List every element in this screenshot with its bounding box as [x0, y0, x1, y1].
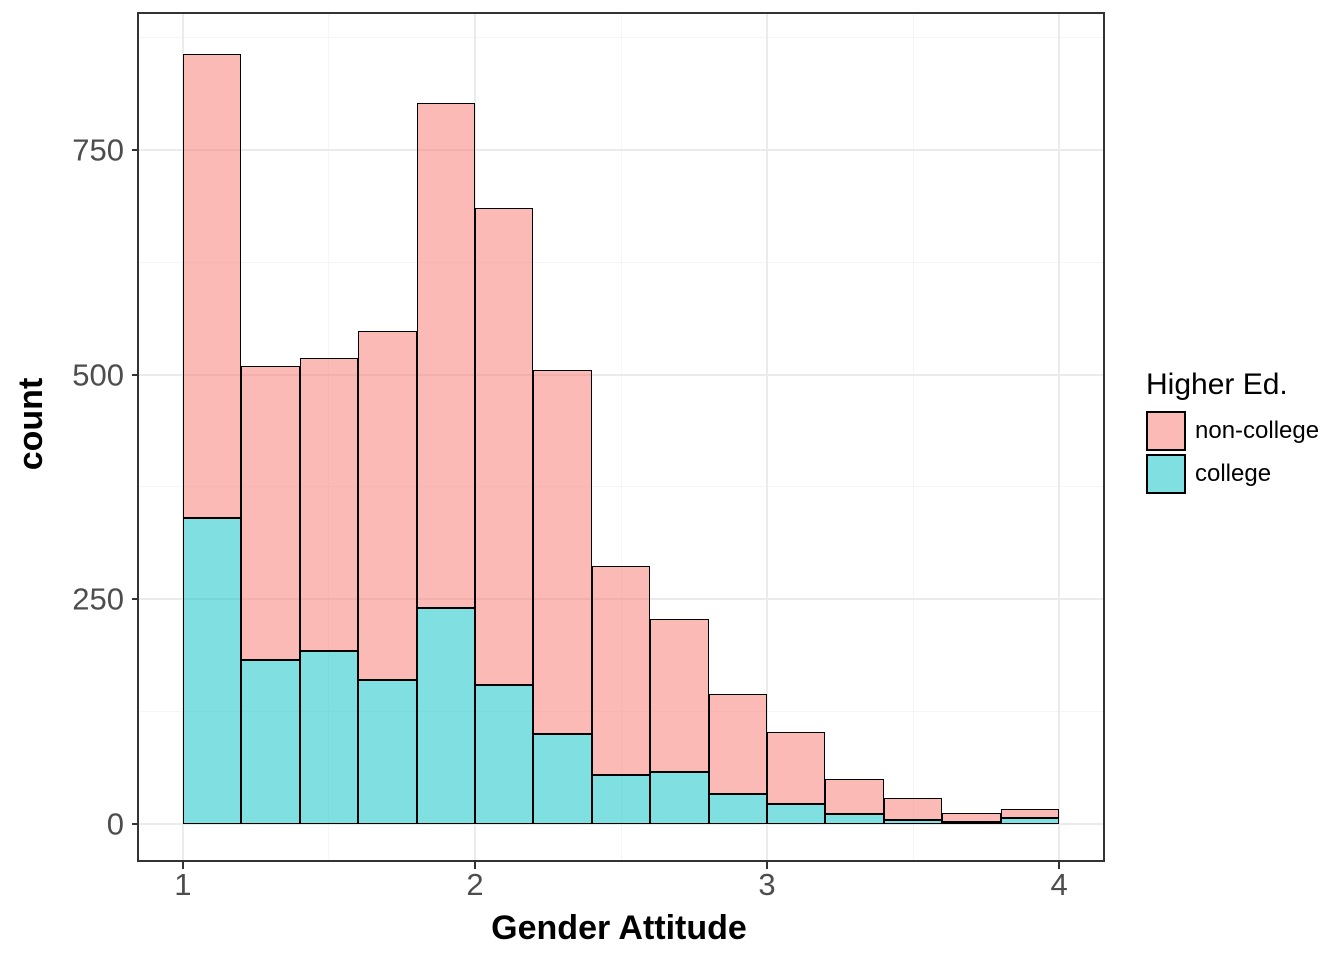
x-tick-label: 1: [174, 869, 191, 900]
bar-segment-college: [300, 651, 358, 825]
gridline-major-vertical: [1058, 14, 1060, 860]
legend-swatch-non-college: [1146, 411, 1186, 451]
bar-segment-college: [358, 680, 416, 824]
y-tick-mark: [132, 598, 139, 600]
legend-items: non-college college: [1146, 411, 1319, 494]
bar-segment-non-college: [417, 103, 475, 608]
bar-segment-non-college: [533, 370, 591, 734]
legend: Higher Ed. non-college college: [1146, 368, 1319, 497]
x-tick-label: 2: [466, 869, 483, 900]
bar-segment-non-college: [709, 694, 767, 795]
stacked-histogram-figure: 1 2 3 4 0 250 500 750 Gender Attitude count Hig…: [0, 0, 1344, 960]
y-tick-label: 500: [40, 359, 124, 390]
y-tick-label: 250: [40, 584, 124, 615]
bar-segment-non-college: [825, 779, 883, 814]
bar-segment-college: [884, 820, 942, 824]
y-tick-label: 750: [40, 134, 124, 165]
bar-segment-non-college: [475, 208, 533, 684]
legend-swatch-college: [1146, 454, 1186, 494]
legend-item-label: college: [1195, 462, 1271, 486]
bar-segment-non-college: [183, 54, 241, 519]
bar-segment-college: [942, 822, 1000, 824]
bar-segment-non-college: [650, 619, 708, 772]
y-tick-mark: [132, 374, 139, 376]
legend-title: Higher Ed.: [1146, 368, 1319, 401]
bar-segment-college: [592, 775, 650, 824]
bar-segment-non-college: [1001, 809, 1059, 818]
y-axis-title: count: [14, 378, 48, 471]
bar-segment-non-college: [241, 366, 299, 661]
legend-swatch-fill: [1148, 413, 1184, 449]
bar-segment-college: [650, 772, 708, 824]
legend-swatch-fill: [1148, 456, 1184, 492]
bar-segment-college: [241, 660, 299, 824]
x-axis-title: Gender Attitude: [491, 911, 747, 945]
legend-item-label: non-college: [1195, 419, 1319, 443]
gridline-minor-vertical: [913, 14, 914, 860]
bar-segment-non-college: [300, 358, 358, 650]
bar-segment-college: [475, 685, 533, 824]
y-tick-mark: [132, 823, 139, 825]
bar-segment-non-college: [592, 566, 650, 775]
legend-item-non-college: non-college: [1146, 411, 1319, 451]
x-tick-label: 4: [1051, 869, 1068, 900]
plot-panel: [137, 12, 1105, 862]
bar-segment-college: [533, 734, 591, 824]
bar-segment-non-college: [767, 732, 825, 804]
bar-segment-college: [825, 814, 883, 824]
legend-item-college: college: [1146, 454, 1319, 494]
x-tick-label: 3: [758, 869, 775, 900]
bar-segment-non-college: [942, 813, 1000, 822]
gridline-major-horizontal: [139, 149, 1103, 151]
y-tick-label: 0: [40, 809, 124, 840]
bar-segment-college: [1001, 818, 1059, 824]
bar-segment-non-college: [358, 331, 416, 680]
bar-segment-college: [417, 608, 475, 824]
y-tick-mark: [132, 149, 139, 151]
bar-segment-college: [183, 518, 241, 824]
bar-segment-college: [709, 794, 767, 824]
bar-segment-non-college: [884, 798, 942, 820]
bar-segment-college: [767, 804, 825, 824]
